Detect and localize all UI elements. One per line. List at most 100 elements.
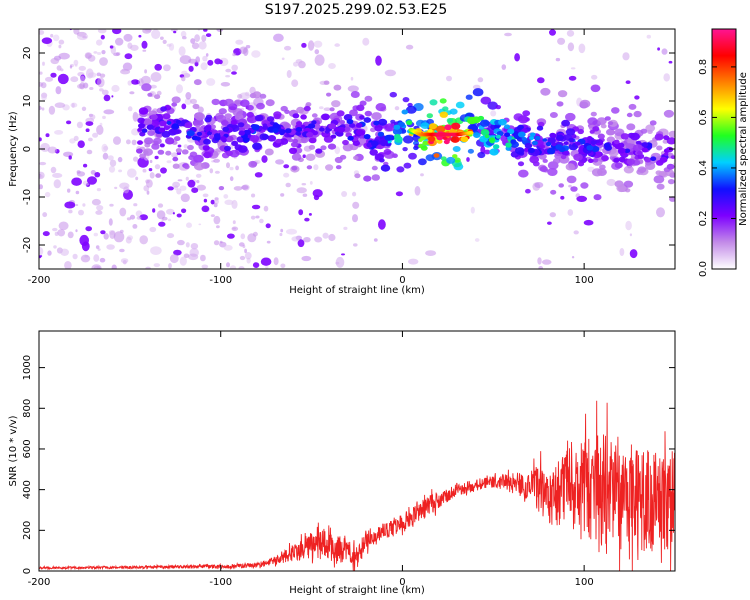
spectrogram-ridge-cell	[521, 137, 527, 141]
spectrogram-ridge-cell	[300, 114, 307, 120]
spectrogram-ridge-cell	[542, 138, 548, 142]
spectrogram-noise-cell	[273, 33, 284, 42]
spectrogram-noise-cell	[75, 190, 80, 195]
spectrogram-noise-cell	[314, 236, 323, 243]
spectrogram-noise-cell	[99, 88, 104, 92]
spectrogram-noise-cell	[39, 246, 44, 256]
spectrogram-noise-cell	[213, 158, 221, 163]
spectrogram-noise-cell	[67, 231, 74, 239]
spectrogram-noise-cell	[405, 44, 414, 50]
spectrogram-noise-cell	[103, 109, 115, 115]
spectrogram-noise-cell	[119, 248, 125, 253]
spectrogram-ridge-cell	[238, 130, 245, 136]
spectrogram-x-axis-label: Height of straight line (km)	[289, 285, 425, 296]
spectrogram-noise-cell	[86, 68, 94, 79]
spectrogram-noise-cell	[661, 48, 668, 55]
spectrogram-ridge-cell	[487, 101, 499, 110]
spectrogram-noise-cell	[158, 221, 166, 227]
spectrogram-ridge-cell	[352, 137, 358, 142]
spectrogram-ridge-cell	[272, 123, 281, 130]
spectrogram-noise-cell	[183, 144, 188, 149]
spectrogram-ridge-cell	[290, 141, 299, 148]
spectrogram-ridge-cell	[158, 127, 166, 133]
spectrogram-noise-cell	[108, 165, 116, 173]
spectrogram-ridge-cell	[507, 135, 513, 140]
spectrogram-ridge-cell	[329, 107, 335, 112]
spectrogram-noise-cell	[226, 162, 230, 169]
spectrogram-ridge-cell	[630, 132, 640, 141]
spectrogram-ridge-cell	[561, 119, 570, 127]
spectrogram-noise-cell	[213, 215, 221, 225]
spectrogram-noise-cell	[297, 239, 305, 248]
spectrogram-noise-cell	[53, 34, 60, 42]
spectrogram-noise-cell	[341, 253, 345, 256]
spectrogram-noise-cell	[181, 76, 186, 82]
spectrogram-noise-cell	[514, 53, 520, 62]
spectrogram-ridge-cell	[188, 155, 195, 161]
spectrogram-noise-cell	[180, 30, 187, 38]
spectrogram-ridge-cell	[150, 114, 158, 120]
spectrogram-noise-cell	[281, 57, 285, 61]
spectrogram-ridge-cell	[172, 156, 179, 162]
spectrogram-ridge-cell	[402, 147, 408, 152]
spectrogram-noise-cell	[474, 238, 480, 242]
spectrogram-noise-cell	[328, 63, 336, 69]
spectrogram-noise-cell	[179, 185, 187, 191]
spectrogram-noise-cell	[96, 188, 101, 192]
spectrogram-ridge-cell	[162, 113, 171, 120]
snr-x-axis-label: Height of straight line (km)	[289, 585, 425, 596]
spectrogram-ridge-cell	[256, 102, 265, 110]
spectrogram-ridge-cell	[566, 175, 577, 184]
spectrogram-noise-cell	[129, 91, 135, 95]
spectrogram-ridge-cell	[669, 196, 675, 202]
spectrogram-noise-cell	[111, 95, 114, 98]
spectrogram-noise-cell	[259, 218, 264, 224]
spectrogram-noise-cell	[570, 67, 576, 70]
spectrogram-noise-cell	[94, 172, 101, 178]
spectrogram-ridge-cell	[477, 151, 486, 159]
spectrogram-noise-cell	[95, 245, 100, 250]
spectrogram-noise-cell	[129, 214, 136, 220]
spectrogram-ridge-cell	[147, 130, 156, 136]
spectrogram-noise-cell	[160, 36, 164, 40]
spectrogram-noise-cell	[210, 214, 215, 218]
spectrogram-ridge-cell	[284, 109, 290, 115]
spectrogram-noise-cell	[64, 261, 72, 269]
spectrogram-noise-cell	[53, 245, 57, 249]
spectrogram-ridge-cell	[429, 99, 438, 106]
spectrogram-noise-cell	[146, 190, 150, 195]
colorbar: 0.0 0.2 0.4 0.6 0.8 Normalized spectral ampl…	[698, 28, 749, 277]
spectrogram-noise-cell	[309, 181, 313, 185]
spectrogram-noise-cell	[99, 257, 106, 263]
spectrogram-noise-cell	[167, 186, 174, 191]
spectrogram-noise-cell	[245, 45, 251, 49]
spectrogram-noise-cell	[101, 89, 109, 96]
spectrogram-noise-cell	[218, 59, 223, 65]
spectrogram-noise-cell	[141, 40, 148, 49]
spectrogram-noise-cell	[197, 106, 204, 114]
spectrogram-noise-cell	[188, 65, 194, 72]
spectrogram-noise-cell	[216, 225, 220, 229]
spectrogram-y-tick-label: -10	[22, 189, 33, 205]
spectrogram-noise-cell	[87, 176, 97, 185]
spectrogram-noise-cell	[39, 30, 45, 35]
spectrogram-heatmap	[39, 29, 675, 269]
spectrogram-noise-cell	[226, 262, 230, 268]
spectrogram-noise-cell	[96, 125, 104, 135]
spectrogram-ridge-cell	[401, 109, 409, 115]
spectrogram-ridge-cell	[439, 98, 447, 104]
spectrogram-noise-cell	[233, 186, 243, 191]
spectrogram-ridge-cell	[644, 157, 652, 163]
spectrogram-ridge-cell	[231, 140, 239, 147]
spectrogram-noise-cell	[54, 102, 66, 108]
spectrogram-noise-cell	[568, 184, 572, 188]
spectrogram-ridge-cell	[495, 105, 501, 110]
colorbar-tick-label: 0.4	[698, 160, 709, 176]
spectrogram-ridge-cell	[408, 152, 417, 160]
spectrogram-ridge-cell	[633, 110, 642, 118]
spectrogram-noise-cell	[200, 62, 208, 71]
snr-series-line	[39, 400, 675, 571]
spectrogram-noise-cell	[93, 254, 100, 262]
spectrogram-ridge-cell	[393, 134, 401, 140]
spectrogram-noise-cell	[103, 233, 109, 240]
